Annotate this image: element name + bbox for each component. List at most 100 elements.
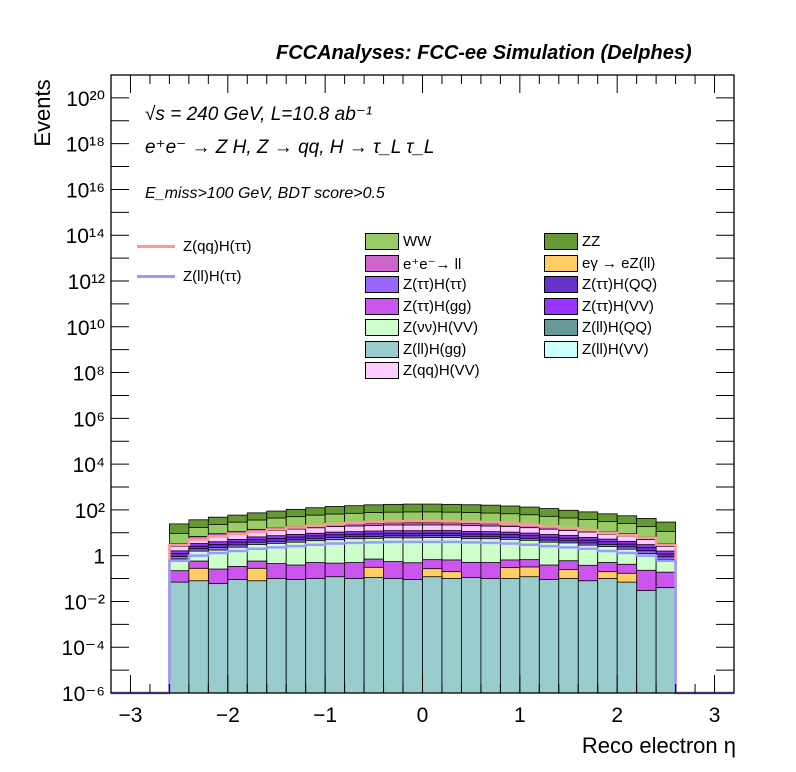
legend-line-swatch	[137, 275, 175, 278]
legend-label: Z(ll)H(ττ)	[183, 268, 242, 285]
x-axis-title: Reco electron η	[581, 733, 736, 758]
x-tick-label: 1	[514, 704, 526, 727]
legend-item: Z(ll)H(gg)	[365, 340, 467, 358]
histogram-bar	[305, 578, 326, 694]
histogram-bar	[344, 578, 365, 694]
legend-label: Z(ll)H(VV)	[582, 340, 649, 358]
legend-label: Z(ll)H(QQ)	[582, 319, 652, 336]
y-tick-label: 10¹⁰	[66, 317, 105, 340]
histogram-bar	[402, 579, 423, 694]
y-tick-label: 10⁻⁴	[62, 637, 105, 660]
legend-item: Z(ττ)H(QQ)	[544, 276, 657, 293]
histogram-bar	[577, 580, 599, 694]
legend-color-swatch	[544, 233, 578, 250]
histogram-bar	[597, 578, 618, 694]
signal-line-z-ll-h-	[111, 540, 734, 695]
legend-item: ZZ	[544, 233, 600, 250]
legend-color-swatch	[365, 340, 399, 358]
histogram-bar	[285, 579, 307, 694]
legend-item: e⁺e⁻→ ll	[365, 255, 461, 273]
histogram-bar	[246, 580, 268, 694]
histogram-bar	[383, 578, 404, 694]
legend-item: Z(ll)H(QQ)	[544, 319, 652, 336]
histogram-bar	[480, 578, 501, 694]
legend-label: Z(ττ)H(gg)	[403, 297, 472, 315]
legend-label: Z(ll)H(gg)	[403, 340, 467, 358]
histogram-bar	[616, 581, 638, 694]
histogram-bar	[422, 576, 443, 694]
legend-item: Z(νν)H(VV)	[365, 319, 478, 336]
legend-label: e⁺e⁻→ ll	[403, 255, 462, 273]
x-tick-label: 0	[417, 704, 429, 727]
y-tick-label: 10⁶	[73, 408, 105, 431]
histogram-bar	[558, 578, 579, 694]
legend-color-swatch	[365, 297, 399, 315]
legend-color-swatch	[544, 254, 578, 272]
histogram-bar	[441, 578, 462, 694]
y-tick-label: 10⁻⁶	[62, 683, 105, 706]
signal-line-z-qq-h-	[111, 519, 734, 695]
legend-label: Z(ττ)H(QQ)	[582, 276, 658, 293]
legend-color-swatch	[544, 276, 578, 293]
legend-color-swatch	[365, 362, 399, 379]
legend-label: eγ → eZ(ll)	[582, 254, 656, 272]
histogram-bar	[655, 587, 676, 694]
histogram-bar	[324, 576, 346, 694]
legend-item: WW	[365, 233, 431, 250]
legend-color-swatch	[365, 276, 399, 293]
histogram-bar	[499, 578, 521, 694]
y-tick-label: 10⁸	[73, 363, 105, 386]
legend-label: Z(ττ)H(ττ)	[403, 276, 467, 293]
legend-color-swatch	[544, 340, 578, 358]
legend-label: ZZ	[582, 233, 601, 250]
legend-item: Z(ll)H(ττ)	[137, 268, 242, 285]
histogram-bar	[538, 579, 560, 694]
y-tick-label: 10²	[75, 500, 105, 523]
legend-item: Z(ll)H(VV)	[544, 340, 649, 358]
y-tick-label: 10¹⁶	[66, 179, 105, 202]
energy-lumi-label: √s = 240 GeV, L=10.8 ab⁻¹	[145, 104, 373, 125]
y-tick-label: 10²⁰	[66, 88, 105, 111]
histogram-bar	[227, 579, 248, 694]
legend-label: Z(qq)H(VV)	[403, 362, 480, 379]
histogram-bar	[207, 583, 229, 694]
x-tick-label: 3	[709, 704, 721, 727]
legend-color-swatch	[544, 297, 578, 315]
process-label: e⁺e⁻ → Z H, Z → qq, H → τ_L τ_L	[145, 137, 435, 158]
y-tick-label: 1	[93, 546, 105, 569]
legend-item: eγ → eZ(ll)	[544, 254, 656, 272]
histogram-bar	[363, 577, 384, 694]
legend-item: Z(ττ)H(ττ)	[365, 276, 467, 293]
x-tick-label: −1	[313, 704, 337, 727]
selection-label: E_miss>100 GeV, BDT score>0.5	[145, 185, 385, 202]
histogram-bar	[461, 577, 482, 694]
legend-color-swatch	[365, 255, 399, 272]
histogram-bar	[519, 576, 540, 694]
y-tick-label: 10¹²	[68, 271, 105, 294]
histogram-bar	[169, 581, 190, 694]
y-tick-label: 10⁻²	[64, 591, 105, 614]
legend-item: Z(ττ)H(gg)	[365, 297, 472, 315]
series-z-ll-h-gg-	[169, 576, 676, 694]
x-tick-label: 2	[611, 704, 623, 727]
histogram-bar	[636, 590, 657, 694]
legend-label: WW	[403, 233, 432, 250]
legend-item: Z(qq)H(VV)	[365, 362, 480, 379]
legend-line-swatch	[137, 245, 175, 248]
y-tick-label: 10¹⁸	[66, 134, 105, 157]
legend-color-swatch	[365, 319, 399, 336]
legend-label: Z(νν)H(VV)	[403, 319, 478, 336]
x-tick-label: −3	[118, 704, 142, 727]
histogram-bar	[266, 578, 287, 694]
stacked-histogram	[169, 503, 676, 694]
axes: −3 −2 −1 0 1 2 3 10⁻⁶ 10⁻⁴ 10⁻² 1 10² 10⁴ 10⁶ 10⁸ 10¹⁰ 1…	[62, 74, 735, 727]
legend-item: Z(qq)H(ττ)	[137, 238, 252, 255]
legend-label: Z(qq)H(ττ)	[183, 238, 252, 255]
legend-color-swatch	[365, 233, 399, 250]
legend-item: Z(ττ)H(VV)	[544, 297, 654, 315]
legend-label: Z(ττ)H(VV)	[582, 297, 654, 315]
legend-color-swatch	[544, 319, 578, 336]
histogram-bar	[188, 580, 209, 694]
